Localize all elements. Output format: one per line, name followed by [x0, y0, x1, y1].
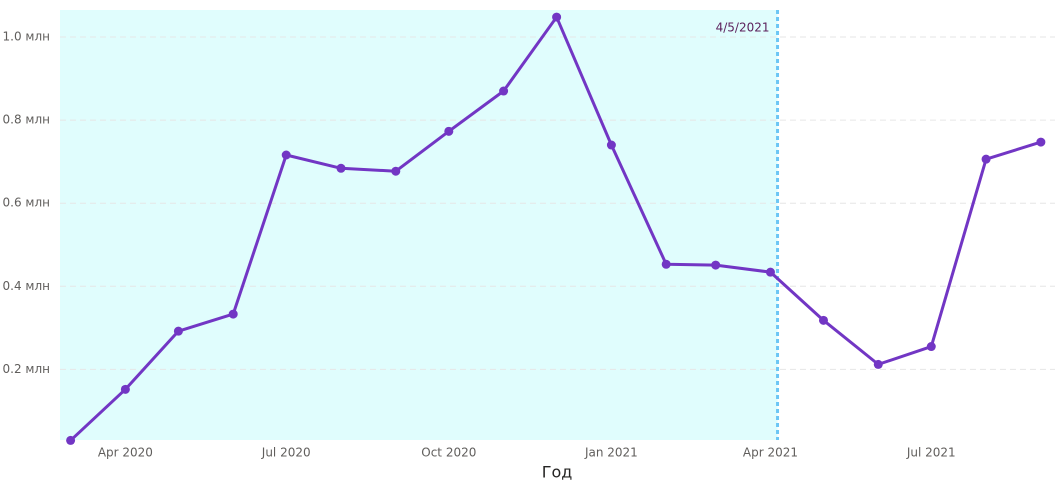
- x-tick-label: Jul 2020: [261, 446, 311, 460]
- point: [926, 342, 936, 352]
- y-tick-label: 0.8 млн: [3, 113, 50, 127]
- shaded-region: [60, 10, 778, 440]
- point: [873, 359, 883, 369]
- point: [336, 163, 346, 173]
- x-tick-label: Apr 2021: [743, 446, 798, 460]
- x-tick-label: Oct 2020: [421, 446, 476, 460]
- point: [765, 267, 775, 277]
- point: [661, 259, 671, 269]
- point: [981, 154, 991, 164]
- y-tick-label: 0.2 млн: [3, 362, 50, 376]
- point: [499, 86, 509, 96]
- point: [228, 309, 238, 319]
- y-tick-label: 0.6 млн: [3, 196, 50, 210]
- point: [818, 315, 828, 325]
- x-tick-label: Apr 2020: [98, 446, 153, 460]
- point: [1036, 137, 1046, 147]
- point: [391, 166, 401, 176]
- reference-label: 4/5/2021: [716, 21, 770, 35]
- x-tick-label: Jul 2021: [906, 446, 956, 460]
- x-tick-label: Jan 2021: [584, 446, 638, 460]
- point: [711, 260, 721, 270]
- point: [444, 126, 454, 136]
- point: [120, 384, 130, 394]
- point: [606, 140, 616, 150]
- x-axis-title: Год: [542, 463, 573, 482]
- point: [66, 435, 76, 445]
- point: [552, 12, 562, 22]
- point: [173, 326, 183, 336]
- y-tick-label: 0.4 млн: [3, 279, 50, 293]
- point: [281, 150, 291, 160]
- y-tick-label: 1.0 млн: [3, 30, 50, 44]
